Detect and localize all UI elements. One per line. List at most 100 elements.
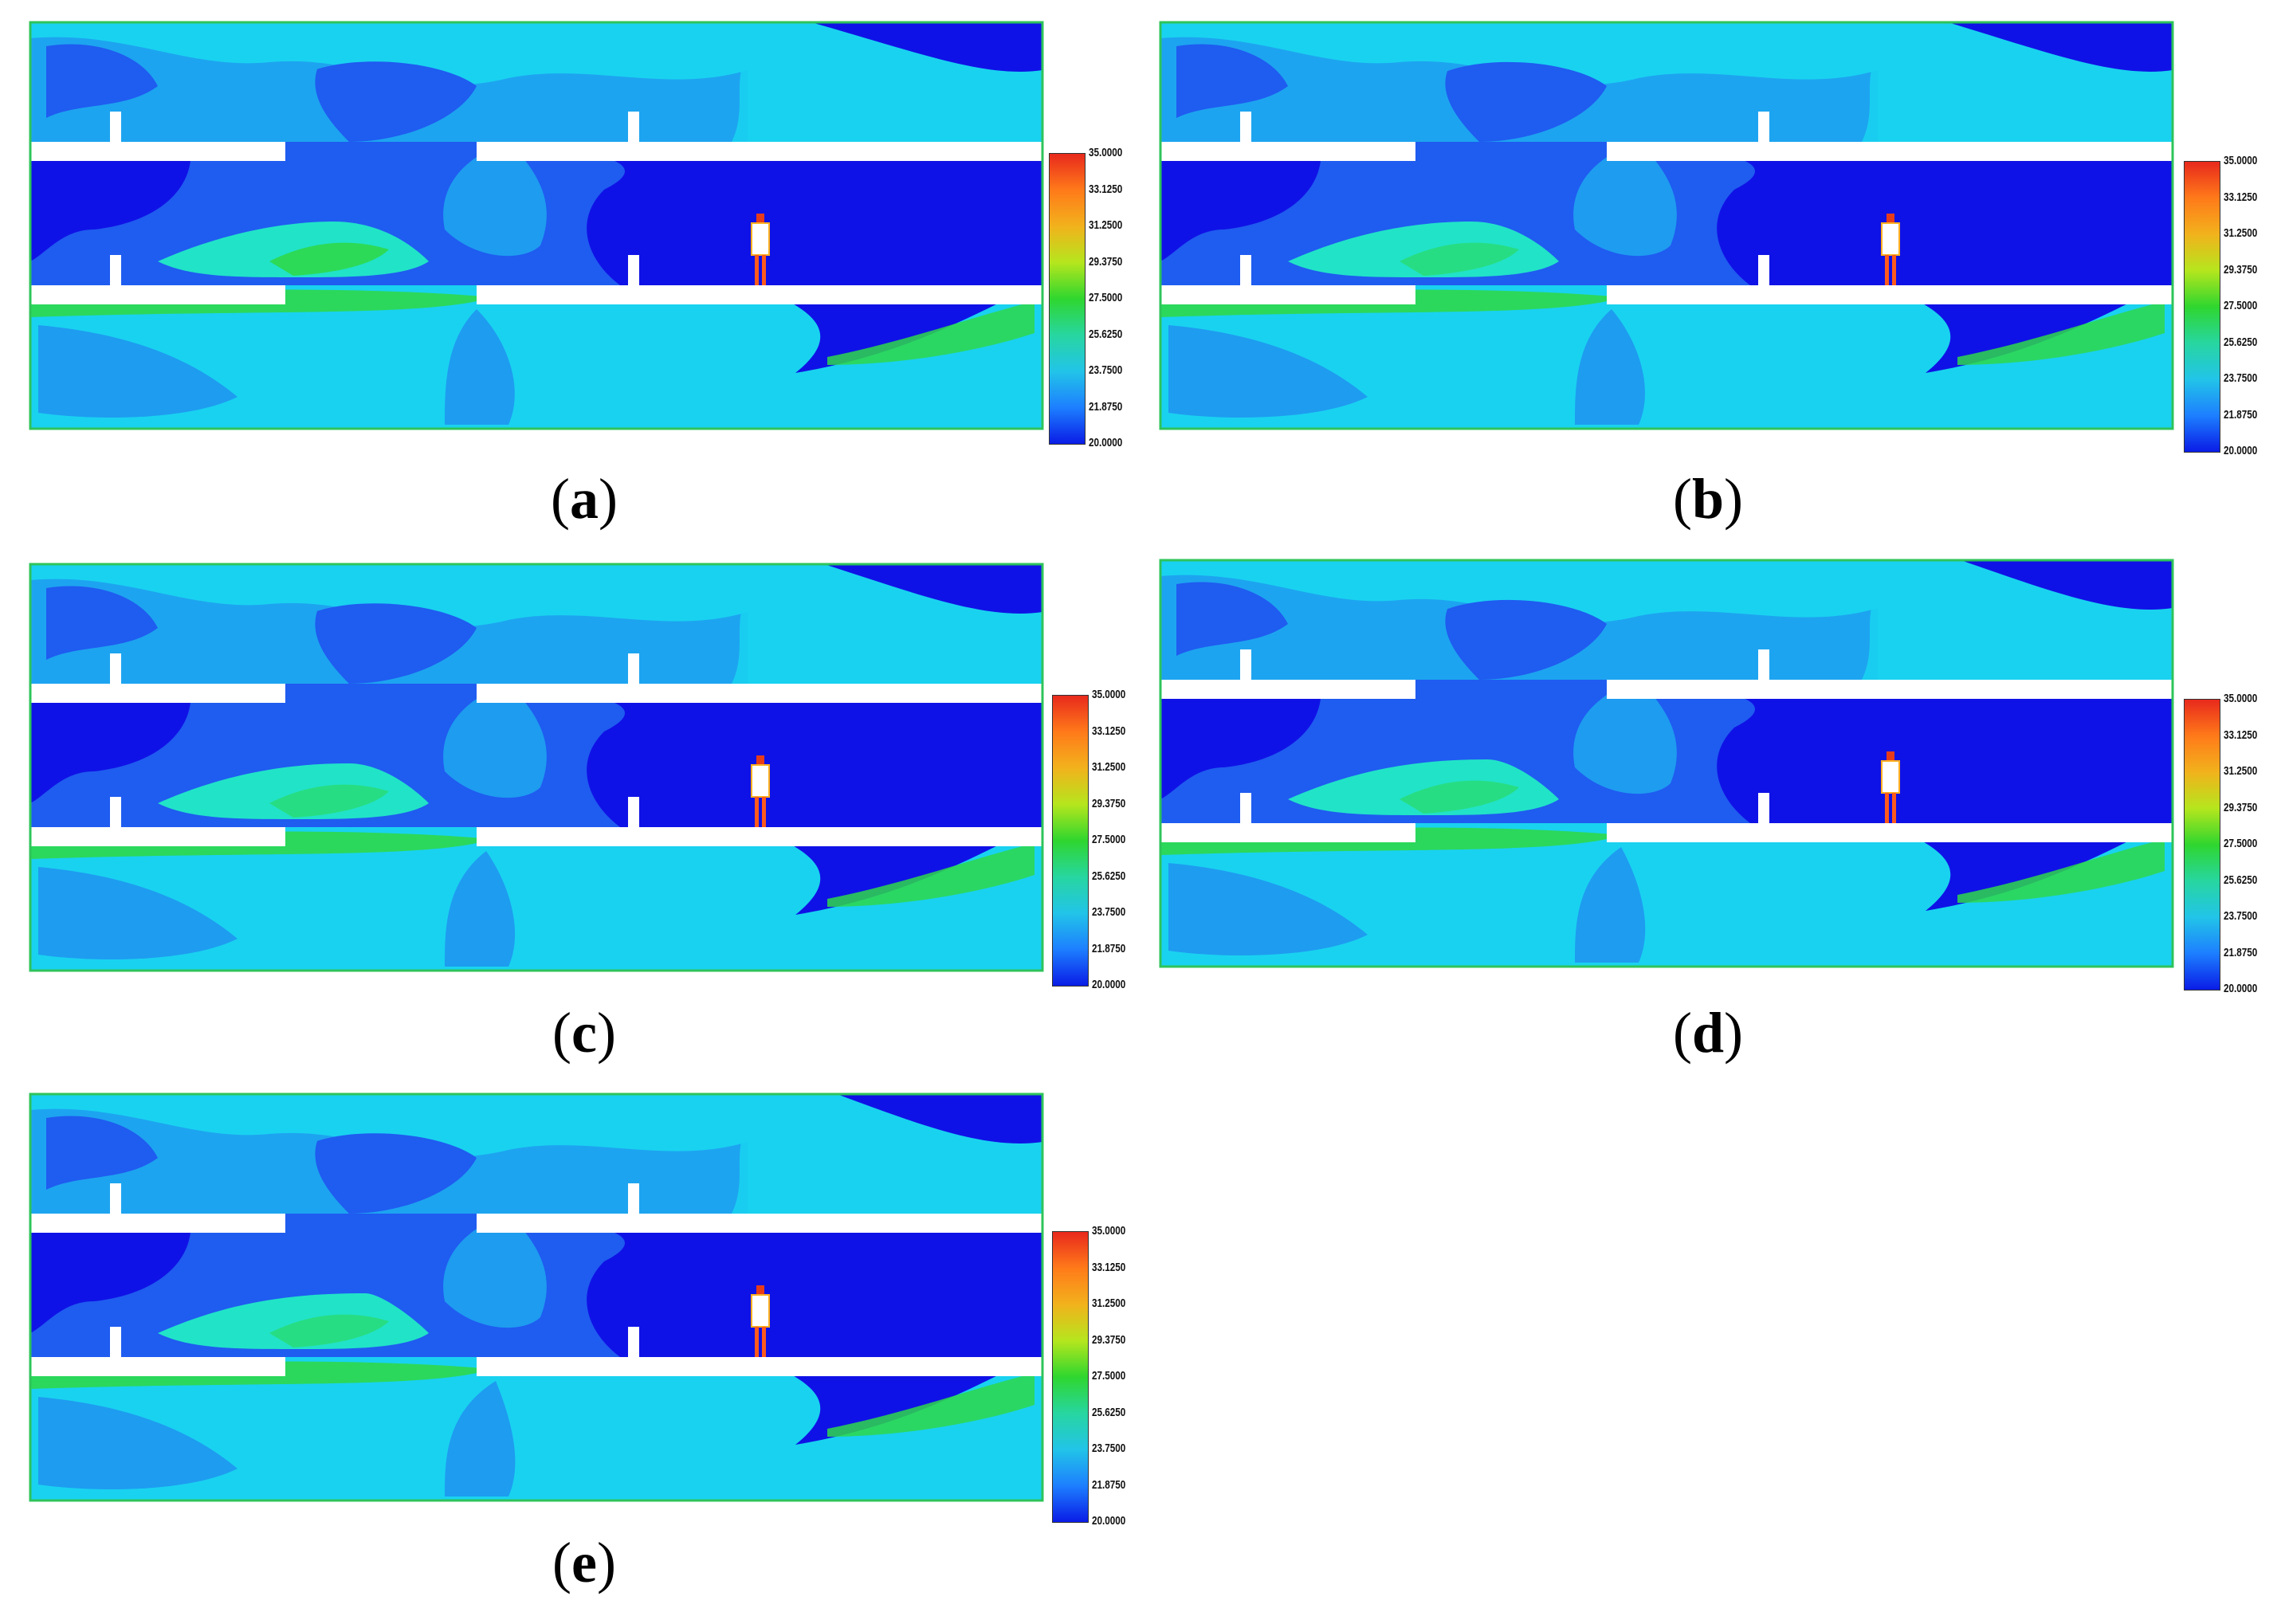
colorbar-c xyxy=(1052,695,1089,987)
caption-a: (a) xyxy=(551,467,618,531)
lower-floor-right-slab xyxy=(477,827,1042,846)
lower-right-warm-streak xyxy=(827,1373,1035,1437)
middle-left-cold-core xyxy=(30,1214,191,1333)
colorbar-d xyxy=(2184,699,2220,990)
lower-right-cold-wedge xyxy=(771,835,1019,915)
partition-stub xyxy=(1758,112,1769,142)
lower-right-cold-wedge xyxy=(771,293,1019,373)
lower-floor-right-slab xyxy=(477,1357,1042,1376)
person-icon xyxy=(751,214,770,285)
panel-b xyxy=(1154,16,2285,542)
upper-floor-left-slab xyxy=(30,1214,285,1233)
lower-right-warm-streak xyxy=(1957,301,2165,365)
colorbar-e xyxy=(1052,1231,1089,1523)
middle-left-cold-core xyxy=(1160,680,1321,799)
lower-right-warm-streak xyxy=(827,301,1035,365)
lower-center-cool-column xyxy=(1575,309,1645,425)
panel-d xyxy=(1154,554,2285,1080)
colorbar-tick-label: 23.7500 xyxy=(2224,371,2258,385)
middle-center-mixing-region xyxy=(443,684,547,798)
lower-center-cool-column xyxy=(445,851,516,967)
partition-stub xyxy=(628,1327,639,1357)
colorbar-tick-label: 31.2500 xyxy=(2224,764,2258,778)
colorbar-tick-label: 27.5000 xyxy=(2224,837,2258,850)
middle-hot-streak xyxy=(269,242,389,276)
lower-left-cool-pocket xyxy=(38,1397,238,1489)
domain-border xyxy=(1159,559,2174,968)
lower-floor-right-slab xyxy=(1607,285,2173,304)
middle-left-cold-core xyxy=(1160,142,1321,261)
domain-border xyxy=(1159,21,2174,430)
lower-left-cool-pocket xyxy=(1168,325,1368,418)
middle-left-cold-core xyxy=(30,142,191,261)
colorbar-tick-label: 23.7500 xyxy=(1092,1442,1126,1455)
lower-floor-left-slab xyxy=(1160,285,1415,304)
upper-right-cold-corner xyxy=(837,1094,1042,1143)
middle-hot-streak xyxy=(1400,780,1519,814)
colorbar-tick-label: 21.8750 xyxy=(1092,941,1126,955)
colorbar-tick-label: 35.0000 xyxy=(2224,154,2258,167)
caption-letter-e: e xyxy=(571,1531,597,1595)
partition-stub xyxy=(110,112,121,142)
domain-border xyxy=(29,1092,1044,1502)
lower-floor-left-slab xyxy=(30,285,285,304)
middle-left-cold-core xyxy=(30,684,191,803)
upper-floor-right-slab xyxy=(477,684,1042,703)
lower-center-cool-column xyxy=(445,1381,516,1497)
upper-floor-right-slab xyxy=(477,1214,1042,1233)
upper-left-cold-pocket xyxy=(46,586,158,660)
colorbar-tick-label: 25.6250 xyxy=(1092,1405,1126,1419)
person-icon xyxy=(751,1285,770,1357)
upper-right-cyan-band xyxy=(732,594,1042,684)
colorbar-a xyxy=(1049,153,1086,445)
colorbar-tick-label: 29.3750 xyxy=(2224,262,2258,277)
lower-floor-left-slab xyxy=(30,1357,285,1376)
colorbar-tick-label: 20.0000 xyxy=(1089,436,1123,449)
upper-left-cold-pocket xyxy=(46,44,158,118)
panel-c xyxy=(24,558,1156,1084)
lower-right-warm-streak xyxy=(1957,839,2165,903)
colorbar-tick-label: 29.3750 xyxy=(2224,800,2258,814)
partition-stub xyxy=(628,797,639,827)
partition-stub xyxy=(1240,112,1251,142)
upper-right-cold-corner xyxy=(1961,560,2173,610)
colorbar-tick-label: 21.8750 xyxy=(2224,945,2258,959)
middle-hot-streak xyxy=(269,784,389,818)
upper-right-cyan-band xyxy=(1862,590,2173,680)
upper-center-cold-pocket xyxy=(315,603,477,684)
colorbar-tick-label: 31.2500 xyxy=(2224,226,2258,240)
lower-right-cold-wedge xyxy=(1902,293,2149,373)
upper-left-cold-pocket xyxy=(46,1116,158,1190)
upper-right-cold-corner xyxy=(824,564,1042,614)
lower-floor-left-slab xyxy=(1160,823,1415,842)
colorbar-tick-label: 27.5000 xyxy=(2224,299,2258,312)
lower-left-cool-pocket xyxy=(38,325,238,418)
lower-left-cool-pocket xyxy=(38,867,238,959)
colorbar-tick-label: 23.7500 xyxy=(1092,905,1126,919)
lower-floor-right-slab xyxy=(1607,823,2173,842)
lower-center-cool-column xyxy=(1575,847,1646,963)
colorbar-b xyxy=(2184,161,2220,453)
upper-center-cold-pocket xyxy=(315,1133,477,1214)
colorbar-tick-label: 27.5000 xyxy=(1092,833,1126,846)
colorbar-tick-label: 35.0000 xyxy=(1092,1224,1126,1238)
partition-stub xyxy=(1758,793,1769,823)
upper-center-cold-pocket xyxy=(1445,61,1607,142)
caption-b: (b) xyxy=(1672,467,1743,531)
partition-stub xyxy=(110,255,121,285)
colorbar-tick-label: 33.1250 xyxy=(2224,728,2258,742)
person-icon xyxy=(751,755,770,827)
colorbar-tick-label: 33.1250 xyxy=(1092,1260,1126,1274)
domain-border xyxy=(29,21,1044,430)
colorbar-tick-label: 25.6250 xyxy=(2224,873,2258,887)
upper-right-cyan-band xyxy=(1862,53,2173,142)
colorbar-tick-label: 33.1250 xyxy=(1089,182,1123,196)
colorbar-tick-label: 29.3750 xyxy=(1092,796,1126,810)
upper-right-cold-corner xyxy=(1948,22,2173,72)
upper-floor-left-slab xyxy=(30,684,285,703)
colorbar-tick-label: 20.0000 xyxy=(1092,1514,1126,1528)
colorbar-tick-label: 31.2500 xyxy=(1092,760,1126,774)
caption-e: (e) xyxy=(552,1531,616,1595)
middle-hot-streak xyxy=(1400,242,1519,276)
partition-stub xyxy=(628,653,639,684)
